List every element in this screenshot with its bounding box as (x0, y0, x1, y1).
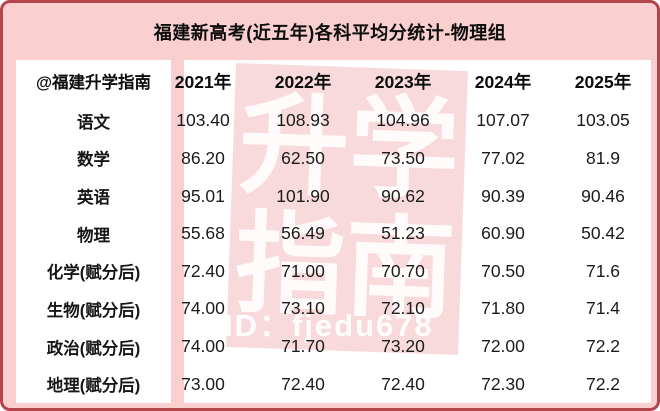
table-body: 语文 103.40 108.93 104.96 107.07 103.05 数学… (3, 102, 657, 403)
table-cell: 72.2 (585, 336, 621, 357)
table-cell: 72.40 (381, 373, 425, 394)
table-cell: 60.90 (481, 223, 525, 244)
table-cell: 71.00 (281, 260, 325, 281)
table-cell: 55.68 (181, 223, 225, 244)
table-cell: 103.40 (176, 110, 230, 131)
row-label: 地理(赋分后) (46, 377, 141, 396)
table-cell: 70.70 (381, 260, 425, 281)
page-title: 福建新高考(近五年)各科平均分统计-物理组 (153, 22, 507, 43)
source-account-label: @福建升学指南 (35, 74, 152, 92)
table-cell: 104.96 (376, 110, 430, 131)
row-label: 英语 (77, 189, 110, 208)
table-row: 数学 86.20 62.50 73.50 77.02 81.9 (3, 140, 657, 178)
table-cell: 77.02 (481, 147, 525, 168)
table-cell: 72.40 (281, 373, 325, 394)
table-cell: 70.50 (481, 260, 525, 281)
table-cell: 103.05 (576, 110, 630, 131)
table-cell: 71.70 (281, 336, 325, 357)
table-row: 物理 55.68 56.49 51.23 60.90 50.42 (3, 215, 657, 253)
table-cell: 71.4 (585, 298, 621, 319)
table-cell: 74.00 (181, 298, 225, 319)
table-header-row: @福建升学指南 2021年 2022年 2023年 2024年 2025年 (3, 60, 657, 102)
table-cell: 72.30 (481, 373, 525, 394)
row-label: 物理 (77, 226, 110, 245)
table-cell: 72.2 (585, 373, 621, 394)
table-cell: 90.39 (481, 185, 525, 206)
row-label: 化学(赋分后) (46, 264, 141, 283)
table-row: 英语 95.01 101.90 90.62 90.39 90.46 (3, 177, 657, 215)
table-cell: 72.10 (381, 298, 425, 319)
table-cell: 90.46 (581, 185, 625, 206)
row-label: 政治(赋分后) (46, 339, 141, 358)
column-header-2023: 2023年 (374, 71, 432, 92)
table-cell: 56.49 (281, 223, 325, 244)
score-table: @福建升学指南 2021年 2022年 2023年 2024年 2025年 语文… (3, 60, 657, 403)
row-label: 生物(赋分后) (46, 301, 141, 320)
row-label: 数学 (77, 151, 110, 170)
table-row: 生物(赋分后) 74.00 73.10 72.10 71.80 71.4 (3, 290, 657, 328)
table-cell: 71.6 (585, 260, 621, 281)
column-header-2024: 2024年 (474, 71, 532, 92)
table-cell: 73.50 (381, 147, 425, 168)
table-cell: 73.20 (381, 336, 425, 357)
table-cell: 72.40 (181, 260, 225, 281)
table-cell: 71.80 (481, 298, 525, 319)
table-cell: 81.9 (585, 147, 621, 168)
column-header-2021: 2021年 (174, 71, 232, 92)
table-cell: 72.00 (481, 336, 525, 357)
table-cell: 50.42 (581, 223, 625, 244)
row-label: 语文 (77, 113, 110, 132)
label-column-panel (16, 60, 171, 403)
table-cell: 86.20 (181, 147, 225, 168)
table-row: 语文 103.40 108.93 104.96 107.07 103.05 (3, 102, 657, 140)
table-cell: 74.00 (181, 336, 225, 357)
table-row: 政治(赋分后) 74.00 71.70 73.20 72.00 72.2 (3, 328, 657, 366)
column-header-2022: 2022年 (274, 71, 332, 92)
column-header-2025: 2025年 (574, 71, 632, 92)
table-cell: 90.62 (381, 185, 425, 206)
table-cell: 73.00 (181, 373, 225, 394)
table-row: 地理(赋分后) 73.00 72.40 72.40 72.30 72.2 (3, 365, 657, 403)
table-cell: 73.10 (281, 298, 325, 319)
table-cell: 51.23 (381, 223, 425, 244)
table-cell: 62.50 (281, 147, 325, 168)
table-row: 化学(赋分后) 72.40 71.00 70.70 70.50 71.6 (3, 253, 657, 291)
watermark-id-text: ID：fjedu678 (224, 308, 434, 343)
table-cell: 101.90 (276, 185, 330, 206)
table-cell: 108.93 (276, 110, 330, 131)
table-cell: 95.01 (181, 185, 225, 206)
table-cell: 107.07 (476, 110, 530, 131)
